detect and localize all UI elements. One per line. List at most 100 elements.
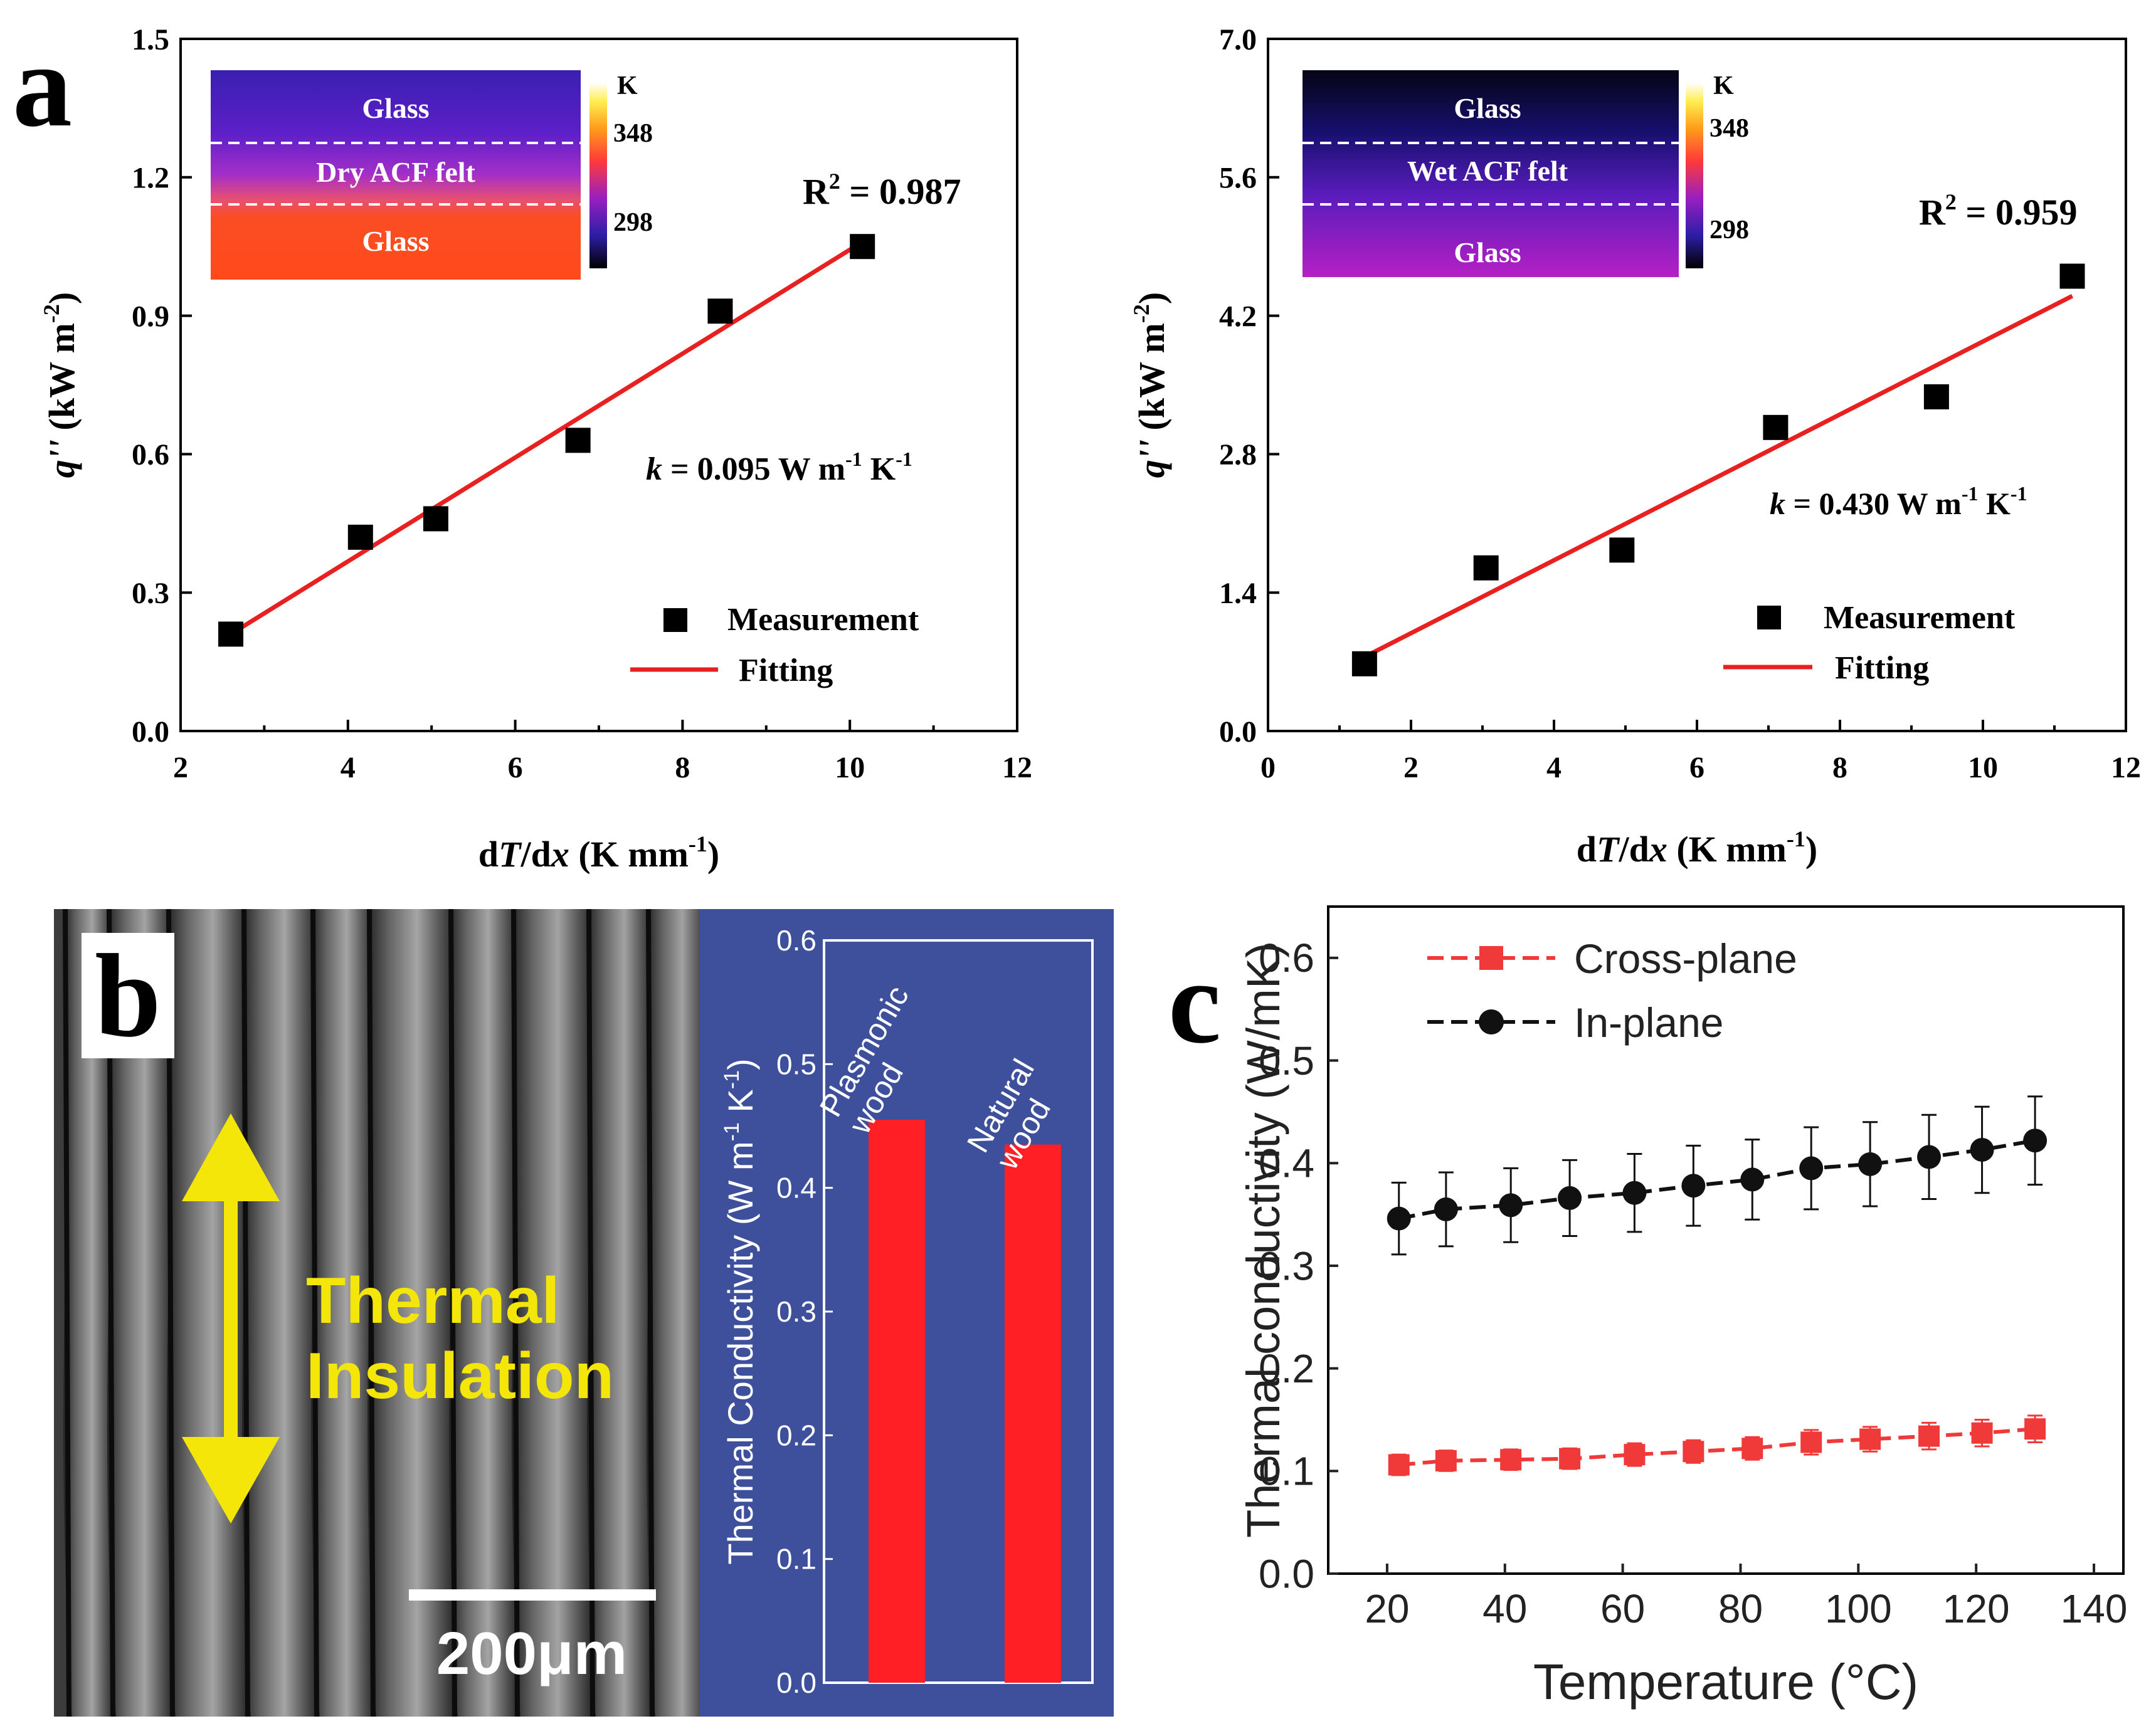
data-marks	[869, 1120, 1061, 1683]
fit-line	[1363, 293, 2074, 659]
x-tick-label: 8	[1832, 751, 1847, 784]
legend: Measurement Fitting	[1723, 600, 2016, 686]
bar	[1005, 1144, 1061, 1683]
x-tick-label: 140	[2061, 1586, 2128, 1631]
wood-fiber	[367, 909, 458, 1717]
legend-label-in-plane: In-plane	[1574, 999, 1724, 1046]
inset-layer-label: Glass	[362, 92, 429, 124]
data-marks	[218, 234, 875, 647]
measurement-point	[565, 428, 591, 453]
thermal-image	[1303, 70, 1679, 277]
wood-fiber	[63, 909, 116, 1717]
x-axis-title: Temperature (°C)	[1533, 1654, 1918, 1710]
y-tick-label: 0.9	[132, 300, 169, 333]
conductivity-annotation: k = 0.430 W m-1 K-1	[1770, 482, 2027, 521]
y-tick-label: 0.5	[776, 1048, 816, 1080]
y-tick-label: 0.6	[776, 924, 816, 957]
x-tick-label: 40	[1482, 1586, 1527, 1631]
x-tick-label: 6	[508, 751, 523, 784]
data-point	[1741, 1438, 1763, 1460]
scale-bar-label: 200μm	[436, 1620, 627, 1687]
data-point	[1387, 1206, 1411, 1231]
color-scale-tick: 348	[1709, 114, 1749, 143]
thermal-image	[211, 70, 581, 280]
data-point	[1435, 1450, 1457, 1471]
data-point	[1799, 1156, 1824, 1181]
wood-fiber	[107, 909, 176, 1717]
legend: Measurement Fitting	[630, 602, 919, 688]
data-point	[1858, 1152, 1883, 1176]
y-tick-label: 0.3	[776, 1295, 816, 1328]
legend-label-measurement: Measurement	[727, 602, 919, 638]
x-tick-label: 20	[1365, 1586, 1409, 1631]
fiber-gap	[646, 909, 655, 1717]
data-point	[1681, 1174, 1706, 1198]
y-tick-label: 0.0	[1219, 715, 1257, 749]
data-point	[1971, 1422, 1993, 1444]
measurement-point	[1351, 651, 1377, 676]
x-tick-label: 8	[675, 751, 690, 784]
scale-bar	[409, 1589, 656, 1601]
legend-label-cross-plane: Cross-plane	[1574, 935, 1797, 982]
fiber-gap	[511, 909, 520, 1717]
fiber-gap	[448, 909, 457, 1717]
chart-a-right: 0 2 4 6 8 10 12 0.0 1.4 2.8 4.2 5.6 7.0 Glass Wet AC…	[1129, 23, 2141, 870]
measurement-point	[2059, 263, 2085, 289]
r-squared-annotation: R2 = 0.987	[803, 169, 961, 212]
measurement-point	[1923, 384, 1949, 409]
axis-tick-labels: 0.0 0.1 0.2 0.3 0.4 0.5 0.6	[776, 924, 816, 1699]
data-point	[1500, 1449, 1522, 1471]
fit-line	[230, 239, 864, 636]
data-point	[1740, 1167, 1765, 1192]
y-tick-label: 1.4	[1219, 577, 1257, 610]
data-point	[1499, 1193, 1523, 1218]
color-scale-unit: K	[617, 71, 638, 100]
fiber-gap	[63, 909, 71, 1717]
fiber-gap	[241, 909, 250, 1717]
y-axis-title: q'' (kW m-2)	[1129, 292, 1172, 478]
data-point	[1558, 1186, 1582, 1210]
y-axis-title: q'' (kW m-2)	[39, 292, 82, 478]
x-tick-label: 0	[1260, 751, 1276, 784]
y-tick-label: 7.0	[1219, 23, 1257, 56]
fiber-gap	[367, 909, 376, 1717]
measurement-point	[1473, 555, 1499, 581]
data-point	[1859, 1428, 1881, 1450]
y-tick-label: 0.4	[776, 1172, 816, 1204]
arrow-label-line1: Thermal	[306, 1265, 560, 1337]
legend-label-fitting: Fitting	[739, 653, 833, 688]
y-tick-label: 0.3	[132, 577, 169, 610]
arrow-label-line2: Insulation	[306, 1340, 614, 1413]
x-tick-label: 4	[1546, 751, 1562, 784]
data-marks	[1387, 1095, 2048, 1476]
data-point	[1388, 1454, 1410, 1476]
y-tick-label: 5.6	[1219, 162, 1257, 195]
wood-fiber	[448, 909, 521, 1717]
x-tick-label: 6	[1689, 751, 1704, 784]
axis-ticks	[1328, 956, 2096, 1575]
panel-label-a: a	[13, 20, 72, 152]
y-tick-label: 1.5	[132, 23, 169, 56]
inset-layer-label: Wet ACF felt	[1407, 155, 1568, 187]
panel-b: b Thermal Insulation 200μm 0.00.10.20.30…	[54, 909, 1114, 1717]
plot-frame	[1327, 905, 2125, 1575]
x-tick-label: 12	[2111, 751, 2141, 784]
legend-label-measurement: Measurement	[1824, 600, 2016, 636]
x-tick-label: 12	[1002, 751, 1032, 784]
x-tick-label: 10	[1968, 751, 1998, 784]
measurement-point	[347, 524, 373, 550]
x-axis-title: dT/dx (K mm-1)	[478, 831, 719, 875]
thermal-inset: Glass Wet ACF felt Glass K 348 298	[1303, 70, 1749, 277]
inset-layer-label: Dry ACF felt	[316, 156, 475, 188]
axis-ticks	[824, 939, 833, 1684]
x-tick-label: 100	[1825, 1586, 1892, 1631]
fiber-gap	[586, 909, 595, 1717]
thermal-inset: Glass Dry ACF felt Glass K 348 298	[211, 70, 653, 280]
y-tick-label: 0.2	[1259, 1346, 1314, 1391]
data-point	[1434, 1197, 1458, 1221]
x-tick-label: 2	[173, 751, 188, 784]
x-tick-label: 10	[835, 751, 865, 784]
x-tick-label: 60	[1600, 1586, 1645, 1631]
data-point	[1917, 1145, 1942, 1169]
bar	[869, 1120, 925, 1683]
